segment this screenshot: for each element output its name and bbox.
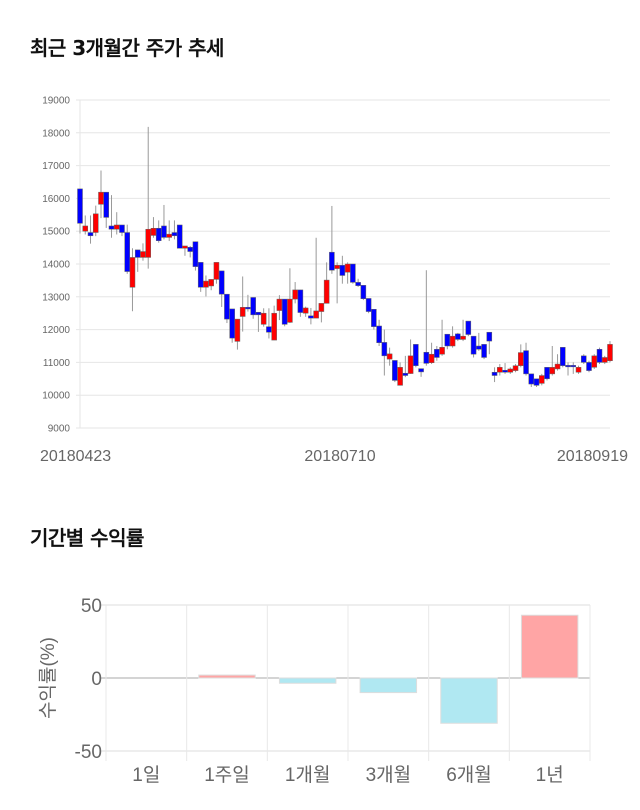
candle-down (119, 224, 125, 233)
y-tick-label: 16000 (42, 194, 70, 205)
y-tick-label: 10000 (42, 391, 70, 402)
candle-down (124, 232, 130, 272)
price-trend-title: 최근 3개월간 주가 추세 (30, 36, 224, 60)
candle-up (271, 312, 277, 341)
candle-down (103, 191, 109, 218)
candle-down (470, 335, 477, 355)
candle-down (77, 188, 83, 224)
candle-up (92, 213, 99, 233)
candle-up (607, 344, 613, 362)
candle-up (512, 365, 519, 371)
x-tick-label: 20180423 (40, 448, 111, 465)
y-tick-label: 17000 (42, 161, 70, 172)
candle-up (302, 307, 309, 314)
candle-down (596, 349, 603, 363)
y-tick-label: 13000 (42, 292, 70, 303)
y-tick-label: -50 (75, 742, 102, 763)
candle-up (439, 347, 445, 355)
return-bar (359, 677, 418, 694)
candle-up (208, 279, 214, 287)
candle-up (287, 298, 293, 323)
candle-down (402, 372, 409, 376)
y-tick-label: 19000 (42, 96, 70, 107)
y-tick-label: 0 (91, 669, 102, 690)
candle-down (355, 282, 361, 286)
x-tick-label: 1년 (536, 764, 564, 786)
candle-up (554, 363, 561, 370)
candle-down (371, 309, 377, 327)
candle-down (570, 365, 577, 368)
candle-down (523, 350, 529, 375)
candle-up (539, 375, 545, 384)
y-tick-label: 18000 (42, 128, 70, 139)
candlestick-chart: 19000 18000 17000 16000 15000 14000 13000 12000… (40, 96, 628, 466)
candle-down (560, 347, 566, 366)
x-tick-label: 6개월 (446, 764, 492, 786)
candle-up (549, 367, 556, 375)
x-tick-label: 1일 (132, 764, 160, 786)
candle-down (192, 241, 199, 267)
candle-up (449, 335, 456, 347)
candle-down (481, 344, 487, 358)
candle-up (428, 353, 435, 363)
candle-down (176, 224, 183, 249)
return-bar (440, 677, 498, 724)
candle-up (82, 225, 88, 232)
candle-up (497, 367, 503, 373)
x-tick-label: 20180710 (304, 448, 375, 465)
candle-up (234, 318, 241, 342)
candle-down (365, 298, 372, 312)
candle-down (224, 293, 230, 320)
candle-up (397, 367, 403, 386)
candle-up (323, 279, 330, 304)
candle-up (318, 303, 325, 312)
y-tick-label: 11000 (43, 358, 71, 369)
candle-up (129, 257, 136, 288)
candle-up (313, 310, 319, 319)
y-tick-label: 9000 (48, 424, 71, 435)
x-tick-label: 1주일 (204, 764, 250, 786)
candle-down (297, 289, 304, 313)
candle-down (360, 285, 367, 300)
candle-down (418, 368, 424, 373)
candle-down (218, 270, 225, 295)
candle-down (465, 320, 472, 335)
candle-down (161, 225, 167, 238)
y-tick-label: 12000 (42, 325, 70, 336)
return-bar (520, 614, 579, 679)
x-tick-label: 3개월 (366, 764, 412, 786)
candle-up (575, 367, 582, 373)
candle-down (250, 297, 256, 316)
candle-up (239, 307, 246, 317)
candle-down (350, 263, 356, 283)
candle-down (491, 371, 498, 376)
candle-up (145, 228, 151, 258)
x-tick-label: 20180919 (557, 448, 628, 465)
y-axis-label: 수익률(%) (37, 637, 59, 719)
candle-up (260, 312, 267, 325)
y-tick-label: 15000 (42, 227, 70, 238)
candle-down (413, 344, 419, 366)
candle-up (386, 353, 393, 360)
x-tick-label: 1개월 (285, 764, 331, 786)
return-bar (278, 677, 337, 684)
candle-down (486, 331, 493, 342)
candle-down (87, 232, 94, 237)
y-tick-label: 50 (81, 596, 102, 617)
candle-down (581, 355, 587, 363)
candle-down (381, 342, 388, 357)
candle-up (460, 335, 466, 340)
returns-title: 기간별 수익률 (30, 526, 144, 550)
candle-down (197, 262, 204, 288)
return-bar (198, 674, 256, 679)
candle-down (329, 251, 335, 271)
y-tick-label: 14000 (42, 260, 70, 271)
candle-down (376, 325, 382, 343)
